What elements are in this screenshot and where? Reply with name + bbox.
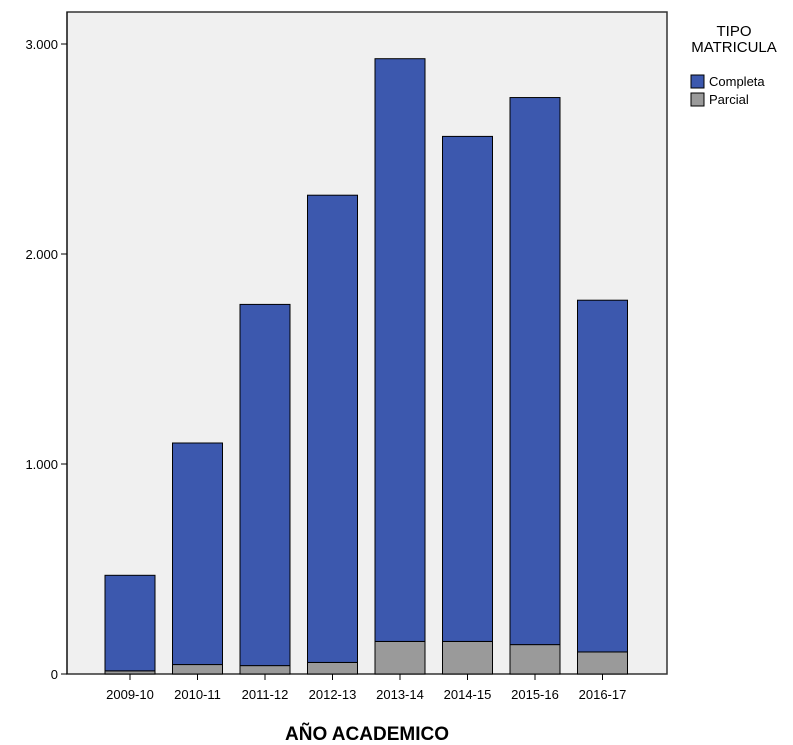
x-tick-label: 2009-10 — [106, 687, 154, 702]
bar-parcial-2013-14 — [374, 640, 426, 675]
bar-completa-2014-15 — [442, 135, 493, 642]
y-tick-label: 2.000 — [25, 247, 58, 262]
legend-label-completa: Completa — [709, 74, 765, 89]
x-axis-ticks: 2009-10 2010-11 2011-12 2012-13 2013-14 2014-… — [106, 674, 626, 702]
x-tick-label: 2016-17 — [579, 687, 627, 702]
plot-area — [66, 11, 668, 675]
x-tick-label: 2013-14 — [376, 687, 424, 702]
bar-completa-2011-12 — [239, 303, 291, 667]
bar-parcial-2011-12 — [239, 665, 291, 675]
bar-completa-2015-16 — [509, 97, 561, 646]
bar-completa-2016-17 — [577, 299, 628, 653]
y-tick-label: 3.000 — [25, 37, 58, 52]
x-tick-label: 2012-13 — [309, 687, 357, 702]
x-axis-label: AÑO ACADEMICO — [285, 723, 449, 745]
bar-parcial-2010-11 — [172, 664, 223, 675]
legend-swatch-completa — [690, 74, 705, 89]
bar-completa-2010-11 — [172, 442, 223, 666]
bar-completa-2013-14 — [374, 58, 426, 642]
bar-completa-2009-10 — [104, 574, 156, 672]
legend-label-parcial: Parcial — [709, 92, 749, 107]
bars — [104, 58, 628, 675]
x-tick-label: 2014-15 — [444, 687, 492, 702]
x-tick-label: 2015-16 — [511, 687, 559, 702]
y-axis-ticks: 0 1.000 2.000 3.000 — [25, 37, 67, 682]
bar-parcial-2012-13 — [307, 661, 358, 675]
x-tick-label: 2010-11 — [174, 687, 221, 702]
y-tick-label: 0 — [51, 667, 58, 682]
x-tick-label: 2011-12 — [242, 687, 289, 702]
legend-title: TIPO — [716, 23, 751, 40]
legend-title: MATRICULA — [691, 39, 777, 56]
bar-completa-2012-13 — [307, 194, 358, 663]
bar-parcial-2014-15 — [442, 640, 493, 675]
legend-swatch-parcial — [690, 92, 705, 107]
bar-parcial-2016-17 — [577, 651, 628, 675]
y-tick-label: 1.000 — [25, 457, 58, 472]
bar-parcial-2015-16 — [509, 644, 561, 675]
